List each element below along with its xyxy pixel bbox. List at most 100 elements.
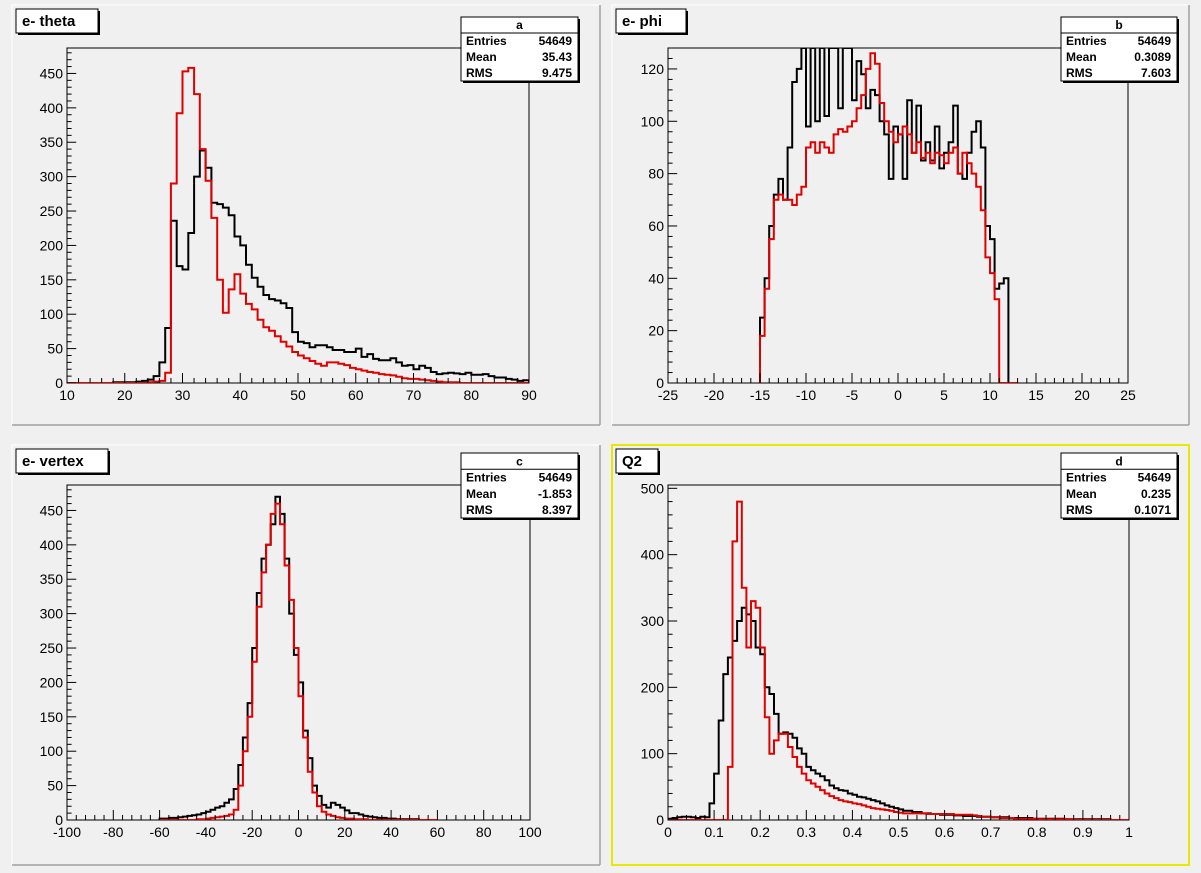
y-tick-label: 0	[656, 375, 664, 391]
stats-label: Mean	[466, 50, 497, 64]
stats-box	[1060, 452, 1178, 519]
stats-value: 54649	[539, 471, 573, 485]
pad-e-theta[interactable]: 10 20 30 40 50 60 70 80 90 0 50 100 150 200 250 300 350 4…	[11, 4, 601, 426]
x-tick-label: 40	[232, 387, 248, 403]
x-tick-label: 20	[117, 387, 133, 403]
stats-value: 54649	[539, 34, 573, 48]
x-tick-label: 40	[383, 824, 399, 840]
chart-title: e- vertex	[22, 453, 84, 470]
x-tick-label: -80	[103, 824, 123, 840]
x-tick-label: 0.2	[750, 824, 770, 840]
stats-name: b	[1115, 18, 1122, 32]
x-tick-label: -20	[704, 387, 724, 403]
x-tick-label: 60	[430, 824, 446, 840]
y-tick-label: 200	[40, 237, 64, 253]
y-tick-label: 300	[40, 169, 64, 185]
x-tick-label: 90	[521, 387, 537, 403]
x-tick-label: 100	[518, 824, 542, 840]
x-tick-label: 30	[175, 387, 191, 403]
y-tick-label: 400	[641, 547, 665, 563]
x-tick-label: -20	[242, 824, 262, 840]
stats-label: RMS	[466, 503, 493, 517]
active-pad-border	[611, 444, 1190, 866]
y-tick-label: 400	[40, 100, 64, 116]
stats-value: 35.43	[542, 50, 572, 64]
x-tick-label: 70	[406, 387, 422, 403]
x-tick-label: -10	[796, 387, 816, 403]
y-tick-label: 300	[40, 606, 64, 622]
y-tick-label: 150	[40, 272, 64, 288]
stats-label: Entries	[1066, 471, 1107, 485]
x-tick-label: -100	[53, 824, 81, 840]
stats-value: 0.235	[1141, 487, 1171, 501]
x-tick-label: 0.4	[843, 824, 863, 840]
stats-value: 54649	[1138, 34, 1172, 48]
stats-value: 0.3089	[1134, 50, 1171, 64]
stats-label: RMS	[466, 66, 493, 80]
x-tick-label: 0.7	[981, 824, 1001, 840]
title-box	[615, 8, 687, 34]
histogram-black-series	[759, 48, 1018, 383]
y-tick-label: 400	[40, 537, 64, 553]
x-tick-label: -15	[750, 387, 770, 403]
x-tick-label: 0	[894, 387, 902, 403]
histogram-black-series	[67, 149, 529, 383]
x-tick-label: 20	[337, 824, 353, 840]
chart-title: e- theta	[22, 13, 76, 30]
y-tick-label: 40	[648, 270, 664, 286]
stats-label: Entries	[466, 34, 507, 48]
stats-name: d	[1115, 454, 1122, 468]
x-tick-label: -25	[658, 387, 678, 403]
stats-value: -1.853	[538, 487, 572, 501]
plot-frame	[667, 484, 1130, 821]
x-tick-label: 80	[463, 387, 479, 403]
stats-label: RMS	[1066, 503, 1093, 517]
stats-label: Mean	[1066, 50, 1097, 64]
y-tick-label: 150	[40, 709, 64, 725]
y-tick-label: 350	[40, 571, 64, 587]
x-tick-label: 0.3	[797, 824, 817, 840]
y-tick-label: 0	[656, 812, 664, 828]
stats-box	[460, 452, 579, 519]
stats-value: 9.475	[542, 66, 572, 80]
chart-title: e- phi	[622, 13, 662, 30]
x-tick-label: 10	[59, 387, 75, 403]
y-tick-label: 350	[40, 134, 64, 150]
stats-label: Mean	[466, 487, 497, 501]
y-tick-label: 0	[55, 375, 63, 391]
stats-value: 8.397	[542, 503, 572, 517]
title-box	[15, 448, 109, 474]
y-tick-label: 100	[40, 743, 64, 759]
title-box	[615, 448, 659, 474]
y-tick-label: 60	[648, 218, 664, 234]
x-tick-label: 60	[348, 387, 364, 403]
histogram-red-series	[759, 52, 1018, 383]
x-tick-label: 0.1	[704, 824, 724, 840]
plot-frame	[66, 47, 530, 384]
stats-label: Entries	[466, 471, 507, 485]
x-tick-label: 15	[1028, 387, 1044, 403]
y-tick-label: 0	[55, 812, 63, 828]
y-tick-label: 300	[641, 613, 665, 629]
stats-label: RMS	[1066, 66, 1093, 80]
y-tick-label: 50	[47, 778, 63, 794]
x-tick-label: -60	[149, 824, 169, 840]
y-tick-label: 250	[40, 203, 64, 219]
y-tick-label: 100	[641, 746, 665, 762]
histogram-red-series	[668, 500, 1129, 820]
chart-title: Q2	[622, 453, 642, 470]
x-tick-label: 25	[1120, 387, 1136, 403]
y-tick-label: 20	[648, 323, 664, 339]
title-box	[15, 8, 99, 34]
y-tick-label: 100	[40, 306, 64, 322]
x-tick-label: 5	[940, 387, 948, 403]
x-tick-label: 0.5	[889, 824, 909, 840]
y-tick-label: 120	[641, 61, 665, 77]
x-tick-label: 0	[295, 824, 303, 840]
y-tick-label: 500	[641, 480, 665, 496]
pad-e-phi[interactable]: -25 -20 -15 -10 -5 0 5 10 15 20 25 0 20 40 60 80 100 120 e…	[611, 4, 1190, 426]
pad-e-vertex[interactable]: -100 -80 -60 -40 -20 0 20 40 60 80 100 0 50 100 150 200…	[11, 444, 601, 866]
x-tick-label: -5	[846, 387, 859, 403]
pad-q2[interactable]: 0 0.1 0.2 0.3 0.4 0.5 0.6 0.7 0.8 0.9 1 0 100 200 300 4…	[611, 444, 1190, 866]
